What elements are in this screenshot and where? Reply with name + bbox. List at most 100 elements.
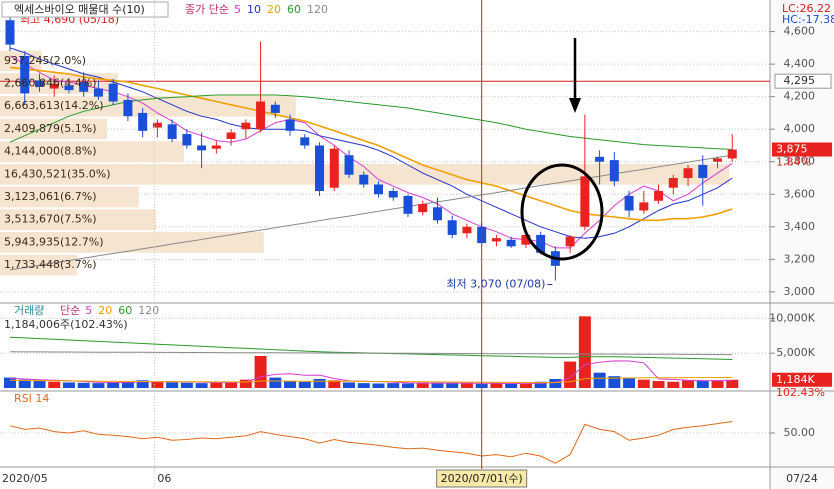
- volume-profile-label: 937,245(2.0%): [4, 54, 86, 67]
- corner-note: LC:26.22: [782, 2, 831, 15]
- volume-profile-label: 16,430,521(35.0%): [4, 167, 111, 180]
- price-change: 1.84%: [776, 156, 811, 169]
- candle-body: [609, 160, 619, 182]
- candle-body: [521, 234, 531, 245]
- volume-bar: [431, 382, 444, 388]
- candle-body: [123, 99, 133, 117]
- candle-body: [138, 112, 148, 131]
- volume-bar: [210, 382, 223, 388]
- y-tick-label: 3,400: [784, 220, 816, 233]
- legend-entry: 5: [85, 304, 92, 317]
- candle-body: [624, 195, 634, 211]
- candle-body: [182, 134, 192, 146]
- candle-body: [595, 156, 605, 162]
- moving-average-line: [9, 66, 733, 222]
- candle-body: [565, 236, 575, 247]
- volume-profile-bar: [0, 186, 139, 208]
- candle-body: [344, 155, 354, 175]
- candle-body: [256, 101, 266, 130]
- volume-bar: [534, 381, 547, 388]
- legend-title: 단순: [60, 304, 80, 317]
- candle-body: [211, 145, 221, 149]
- volume-bar: [490, 383, 503, 388]
- volume-bar: [254, 356, 267, 388]
- volume-bar: [151, 381, 164, 388]
- y-tick-label: 5,000K: [776, 346, 815, 359]
- volume-bar: [284, 381, 297, 388]
- volume-bar: [62, 382, 75, 388]
- volume-bar: [682, 380, 695, 388]
- volume-bar: [460, 383, 473, 388]
- volume-bar: [549, 378, 562, 388]
- volume-bar: [505, 383, 518, 388]
- legend-title: 종가 단순: [185, 3, 229, 16]
- volume-profile-bar: [0, 141, 184, 162]
- x-tick-label: 2020/07/01(수): [441, 472, 523, 485]
- candle-body: [20, 55, 30, 94]
- volume-bar: [357, 383, 370, 388]
- chart-title: 엑세스바이오 매물대 수(10): [14, 3, 145, 16]
- volume-bar: [343, 382, 356, 388]
- volume-bar: [166, 382, 179, 388]
- volume-profile-label: 3,513,670(7.5%): [4, 213, 97, 226]
- low-note: 최저 3,070 (07/08): [446, 277, 545, 290]
- reference-tag: 4,295: [784, 74, 816, 87]
- candle-body: [683, 168, 693, 178]
- candle-body: [270, 104, 280, 113]
- candle-body: [108, 83, 118, 102]
- price-tag-box: [772, 142, 832, 157]
- volume-profile-label: 2,660,846(4.4%): [4, 77, 97, 90]
- candle-body: [300, 137, 310, 146]
- rsi-line: [9, 421, 733, 464]
- candle-body: [580, 176, 590, 227]
- candle-body: [152, 122, 162, 128]
- arrow-head: [569, 98, 581, 113]
- volume-bar: [416, 382, 429, 388]
- volume-bar: [121, 381, 134, 388]
- candle-body: [506, 239, 516, 247]
- volume-bar: [328, 380, 341, 388]
- volume-bar: [446, 383, 459, 388]
- annotation-layer: [520, 38, 604, 261]
- volume-profile-label: 1,733,448(3.7%): [4, 258, 97, 271]
- candle-body: [536, 234, 546, 253]
- legend-entry: 20: [267, 3, 281, 16]
- y-tick-label: 3,600: [784, 187, 816, 200]
- y-tick-label: 10,000K: [769, 311, 815, 324]
- moving-average-line: [9, 47, 733, 239]
- candle-body: [359, 174, 369, 185]
- y-tick-label: 4,600: [784, 25, 816, 38]
- candle-body: [388, 191, 398, 198]
- volume-change: 102.43%: [776, 386, 825, 399]
- candle-body: [432, 207, 442, 221]
- volume-bar: [711, 380, 724, 388]
- volume-bar: [225, 381, 238, 388]
- volume-bar: [401, 383, 414, 388]
- volume-bar: [387, 383, 400, 388]
- volume-bar: [269, 377, 282, 388]
- volume-bar: [593, 372, 606, 388]
- volume-bar: [652, 381, 665, 388]
- y-tick-label: 3,200: [784, 252, 816, 265]
- x-tick-label: 06: [157, 472, 171, 485]
- volume-bar: [623, 378, 636, 388]
- corner-note: HC:-17.38: [782, 13, 834, 26]
- legend-entry: 60: [287, 3, 301, 16]
- volume-bar: [239, 379, 252, 388]
- volume-bar: [608, 376, 621, 388]
- legend-entry: 60: [118, 304, 132, 317]
- volume-profile-label: 4,144,000(8.8%): [4, 145, 97, 158]
- legend-entry: 120: [138, 304, 159, 317]
- y-tick-label: 4,000: [784, 122, 816, 135]
- y-tick-label: 3,800: [784, 155, 816, 168]
- volume-profile-label: 3,123,061(6.7%): [4, 190, 97, 203]
- volume-bar: [667, 381, 680, 388]
- volume-profile-label: 2,409,879(5.1%): [4, 122, 97, 135]
- candle-body: [93, 88, 103, 97]
- panel-title: 거래량: [14, 304, 44, 317]
- moving-average-line: [9, 55, 733, 249]
- legend-entry: 10: [247, 3, 261, 16]
- candle-body: [654, 191, 664, 201]
- x-tick-label: 2020/05: [2, 472, 48, 485]
